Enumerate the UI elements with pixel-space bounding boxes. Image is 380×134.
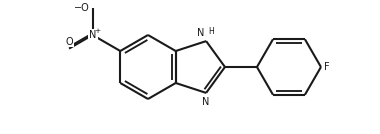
Text: N: N	[89, 30, 96, 40]
Text: O: O	[65, 37, 73, 47]
Text: −O: −O	[74, 3, 90, 13]
Text: +: +	[95, 28, 101, 34]
Text: N: N	[197, 28, 204, 38]
Text: F: F	[324, 62, 329, 72]
Text: H: H	[208, 27, 214, 36]
Text: N: N	[203, 97, 210, 107]
